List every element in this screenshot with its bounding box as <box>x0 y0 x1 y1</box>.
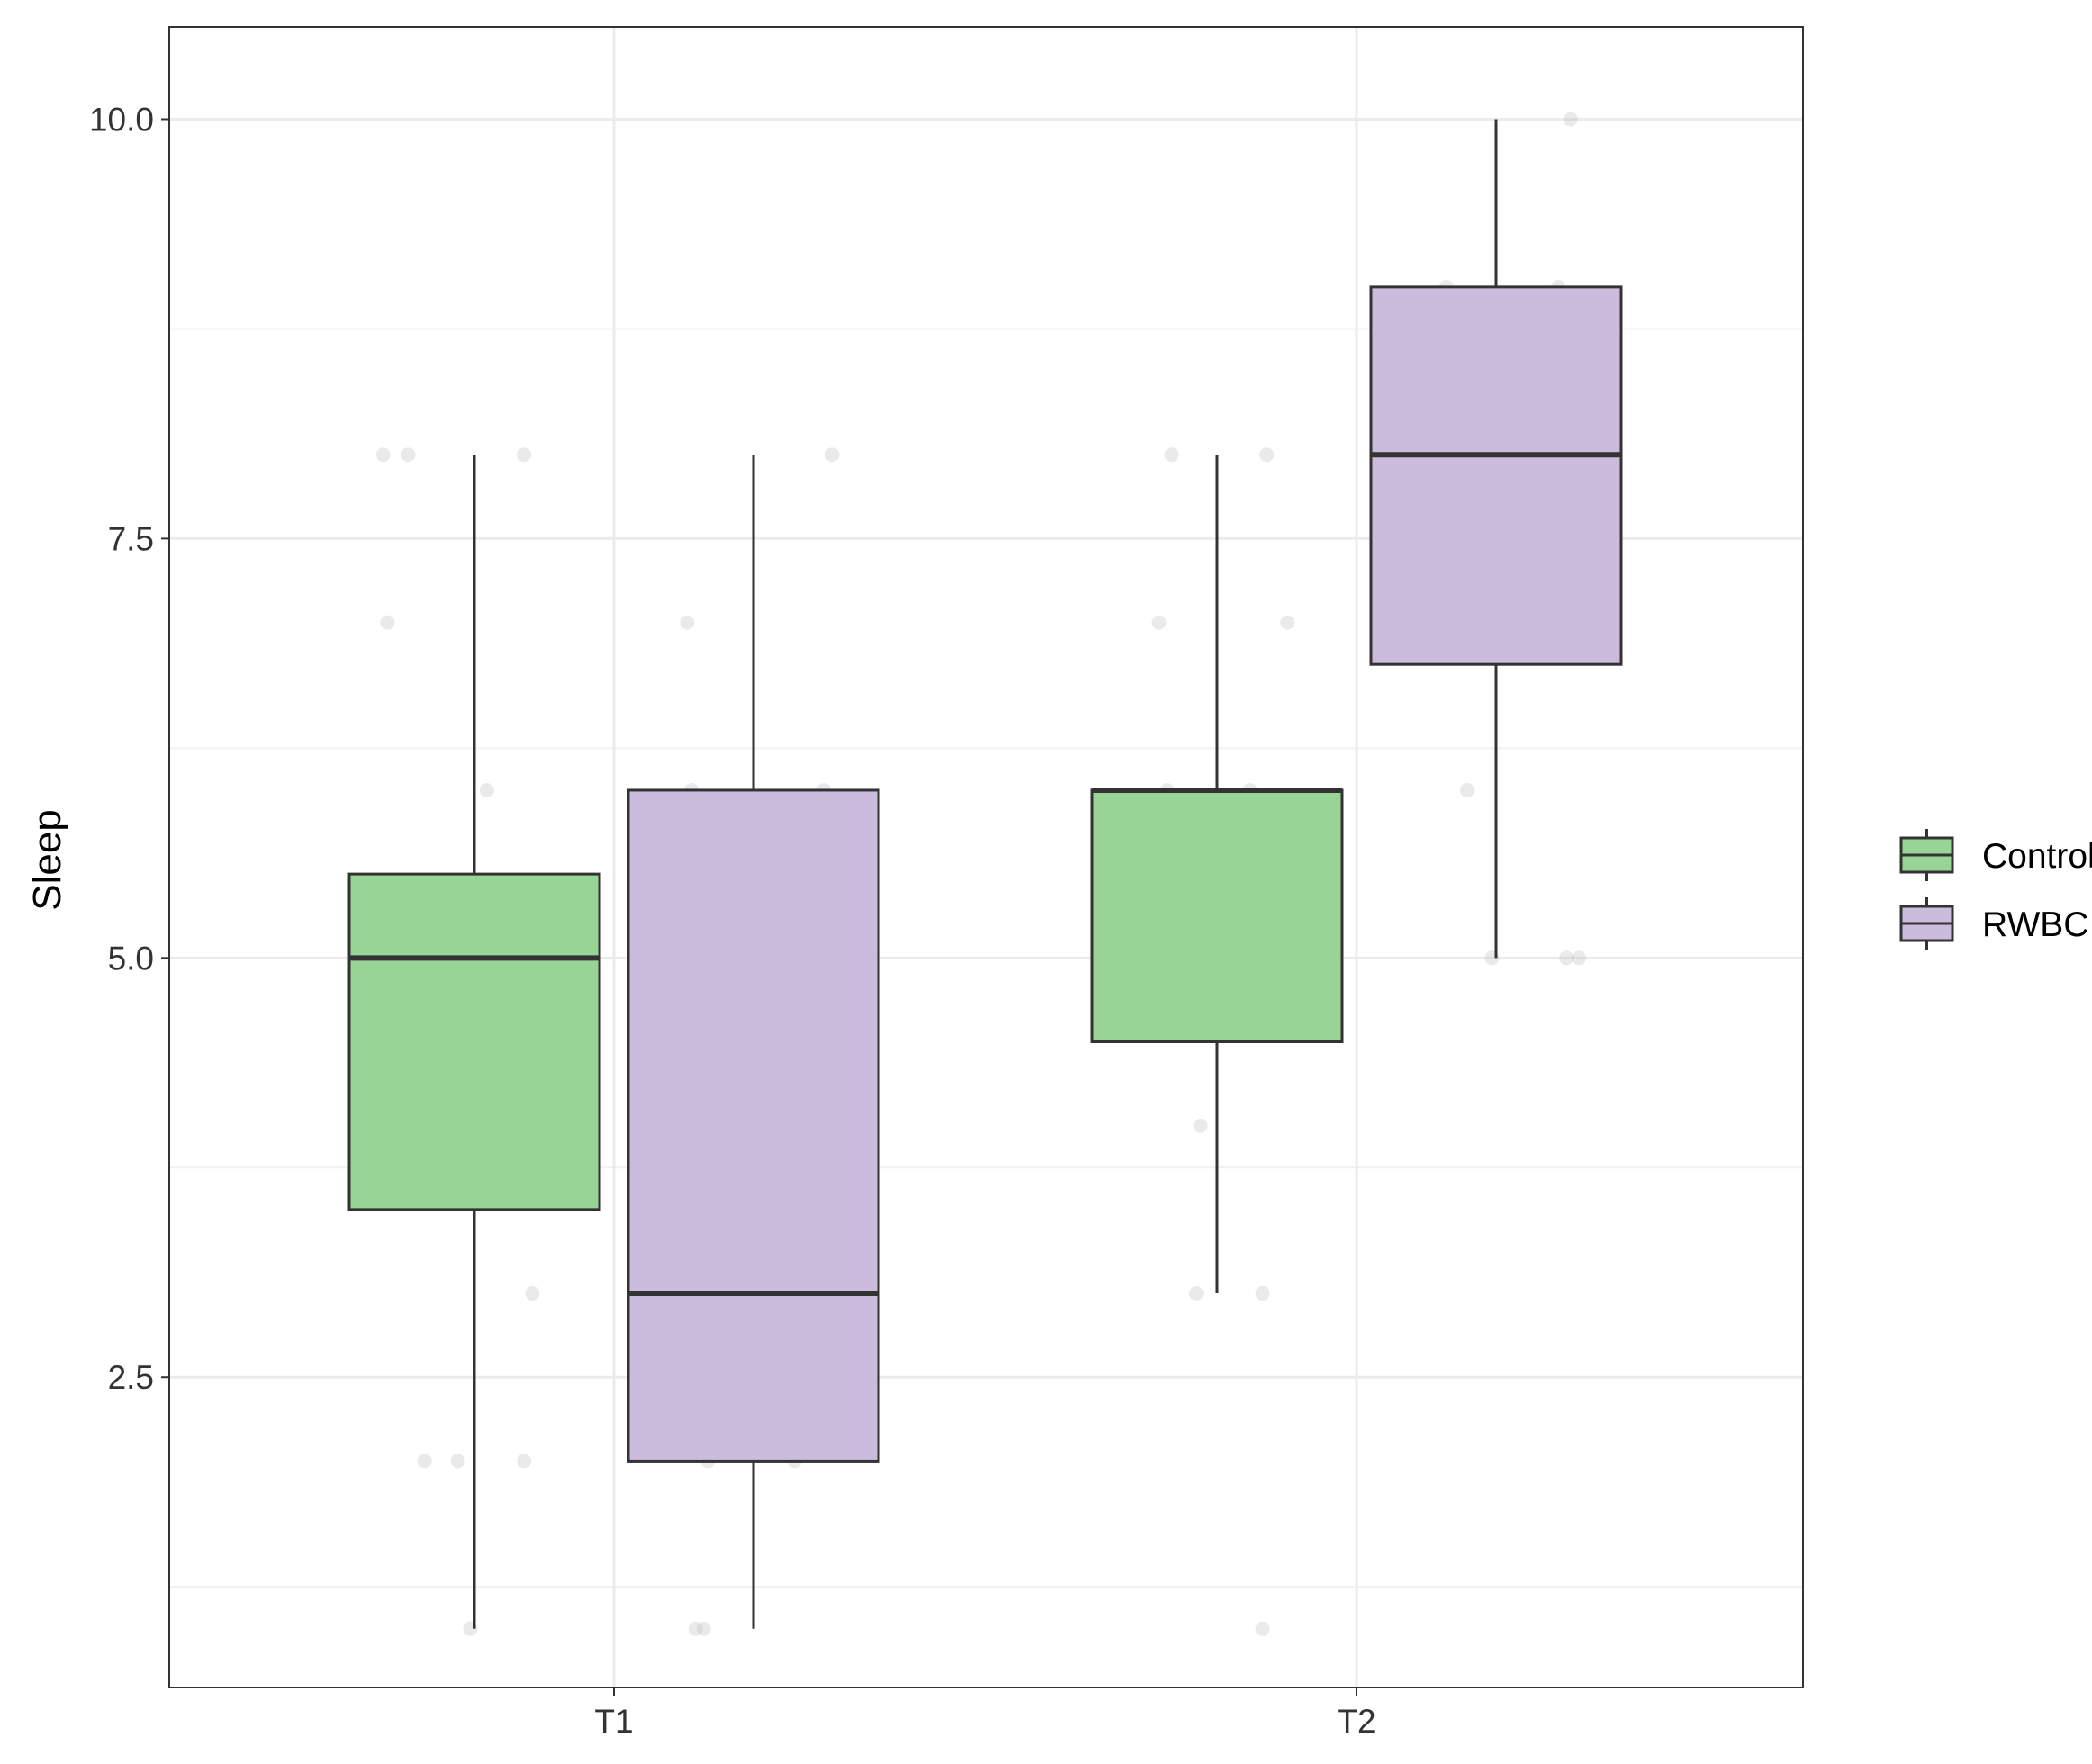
box-iqr <box>627 788 880 1462</box>
data-point-rwbc <box>1572 950 1586 966</box>
x-tick-label: T1 <box>594 1703 633 1740</box>
box-iqr <box>347 872 601 1211</box>
data-point-control <box>1259 447 1275 463</box>
data-point-control <box>401 447 416 463</box>
boxplot-control-t2 <box>1090 454 1344 1294</box>
data-point-rwbc <box>825 447 840 463</box>
legend-item-rwbc: RWBC <box>1899 897 2088 950</box>
data-point-control <box>1255 1621 1270 1636</box>
data-point-control <box>1189 1286 1204 1300</box>
boxplots <box>347 119 1623 1629</box>
data-point-rwbc <box>688 1621 703 1636</box>
panel-border <box>168 26 1804 1688</box>
data-point-control <box>450 1454 465 1469</box>
data-point-rwbc <box>1459 783 1474 797</box>
data-point-control <box>380 615 395 630</box>
legend: Control RWBC <box>1899 829 2092 950</box>
x-tick-label: T2 <box>1337 1703 1375 1740</box>
legend-item-control: Control <box>1899 829 2092 881</box>
boxplot-control-t1 <box>347 454 601 1629</box>
box-iqr <box>1369 285 1623 666</box>
data-point-control <box>479 783 494 797</box>
data-point-control <box>517 1454 532 1469</box>
boxplot-rwbc-t2 <box>1369 119 1623 958</box>
legend-label: RWBC <box>1982 905 2088 944</box>
axes: 2.5 5.0 7.5 10.0 T1 T2 Sleep <box>25 102 1376 1741</box>
data-point-control <box>517 447 532 463</box>
data-point-rwbc <box>696 1621 711 1636</box>
legend-label: Control <box>1982 837 2092 876</box>
data-point-control <box>1151 615 1167 630</box>
data-point-rwbc <box>680 615 695 630</box>
data-point-rwbc <box>1559 950 1574 966</box>
data-point-control <box>417 1454 432 1469</box>
y-tick-label: 7.5 <box>108 520 154 557</box>
y-tick-label: 2.5 <box>108 1359 154 1396</box>
data-point-control <box>1164 447 1179 463</box>
y-tick-label: 5.0 <box>108 940 154 976</box>
boxplot-rwbc-t1 <box>627 454 880 1629</box>
y-tick-label: 10.0 <box>89 102 154 139</box>
data-point-rwbc <box>1563 112 1578 127</box>
data-point-control <box>375 447 391 463</box>
data-point-control <box>525 1286 540 1300</box>
y-axis-title: Sleep <box>25 809 69 911</box>
data-point-control <box>1255 1286 1270 1300</box>
data-point-control <box>1193 1118 1208 1133</box>
box-iqr <box>1090 788 1344 1043</box>
data-point-control <box>1280 615 1295 630</box>
